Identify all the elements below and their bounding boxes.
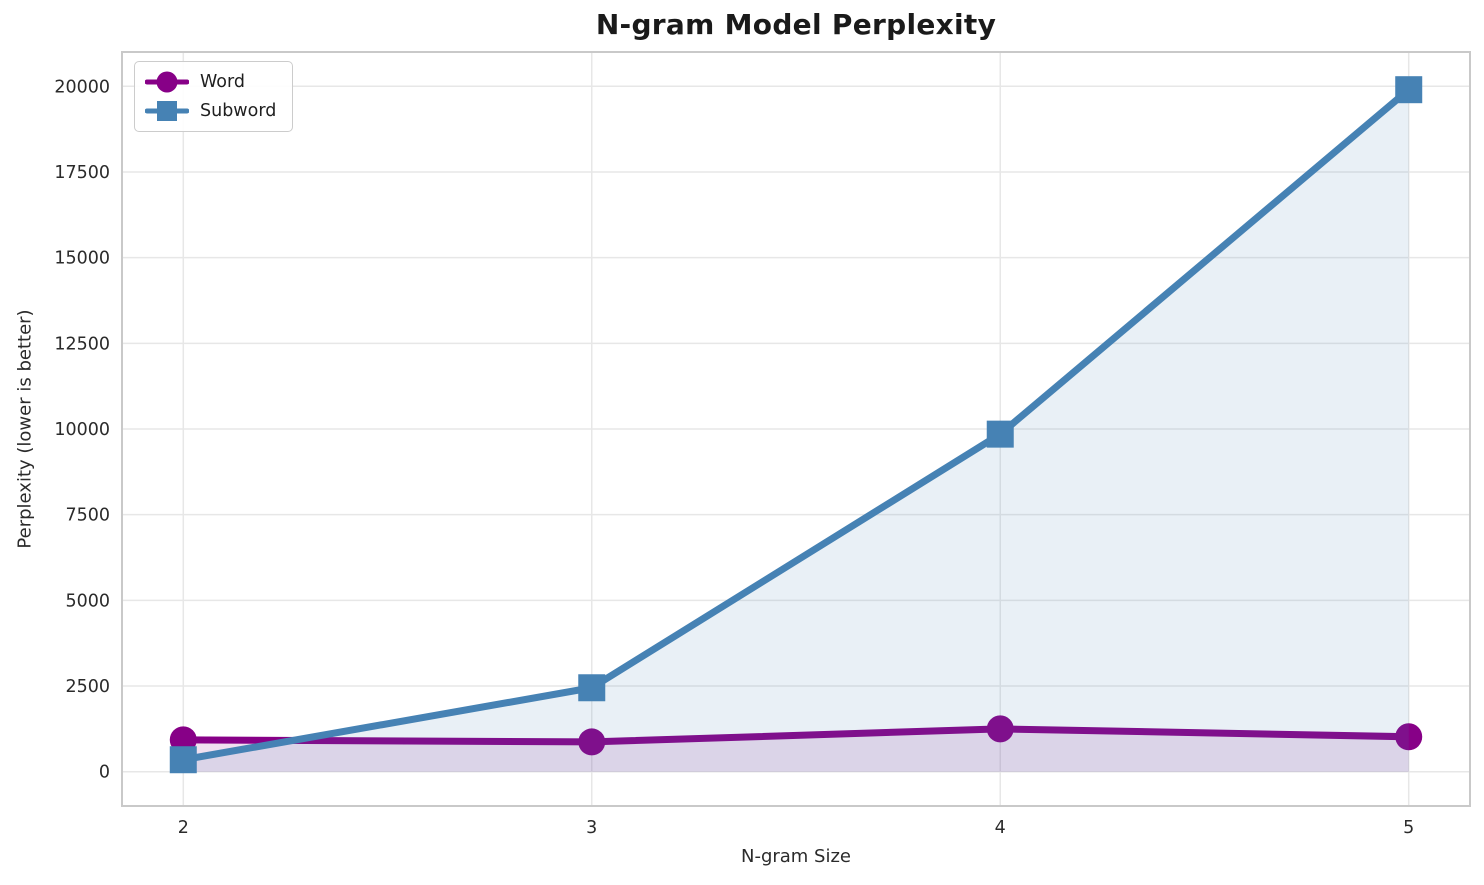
y-tick-label: 2500 [65,677,110,697]
data-point-subword [1395,76,1423,104]
word-circle-marker-icon [145,71,189,93]
area-fill-word [183,728,1409,772]
y-tick-label: 17500 [54,163,110,183]
x-tick-label: 2 [178,818,189,838]
y-tick-label: 0 [99,763,110,783]
x-tick-label: 3 [586,818,597,838]
data-point-word [1395,723,1423,751]
y-tick-label: 12500 [54,334,110,354]
data-point-subword [986,420,1014,448]
legend-item-subword: Subword [145,99,276,123]
y-axis-label: Perplexity (lower is better) [14,309,36,549]
x-axis-label: N-gram Size [740,846,852,867]
area-fill-subword [183,89,1409,772]
plot-border [121,51,1471,807]
legend-item-word: Word [145,70,276,94]
data-point-subword [169,746,197,774]
y-tick-label: 7500 [65,506,110,526]
y-tick-label: 20000 [54,77,110,97]
x-tick-label: 5 [1403,818,1414,838]
series-line-subword [179,86,1413,764]
y-tick-label: 15000 [54,249,110,269]
y-tick-label: 5000 [65,591,110,611]
legend-label-word: Word [200,72,245,92]
subword-square-marker-icon [145,101,189,121]
chart-title: N-gram Model Perplexity [595,8,997,41]
x-tick-label: 4 [995,818,1006,838]
series-line-word [179,725,1413,746]
data-point-subword [578,674,606,702]
legend: Word Subword [134,61,294,132]
y-tick-label: 10000 [54,420,110,440]
legend-label-subword: Subword [200,101,277,121]
data-point-word [578,728,606,756]
data-point-word [986,715,1014,743]
